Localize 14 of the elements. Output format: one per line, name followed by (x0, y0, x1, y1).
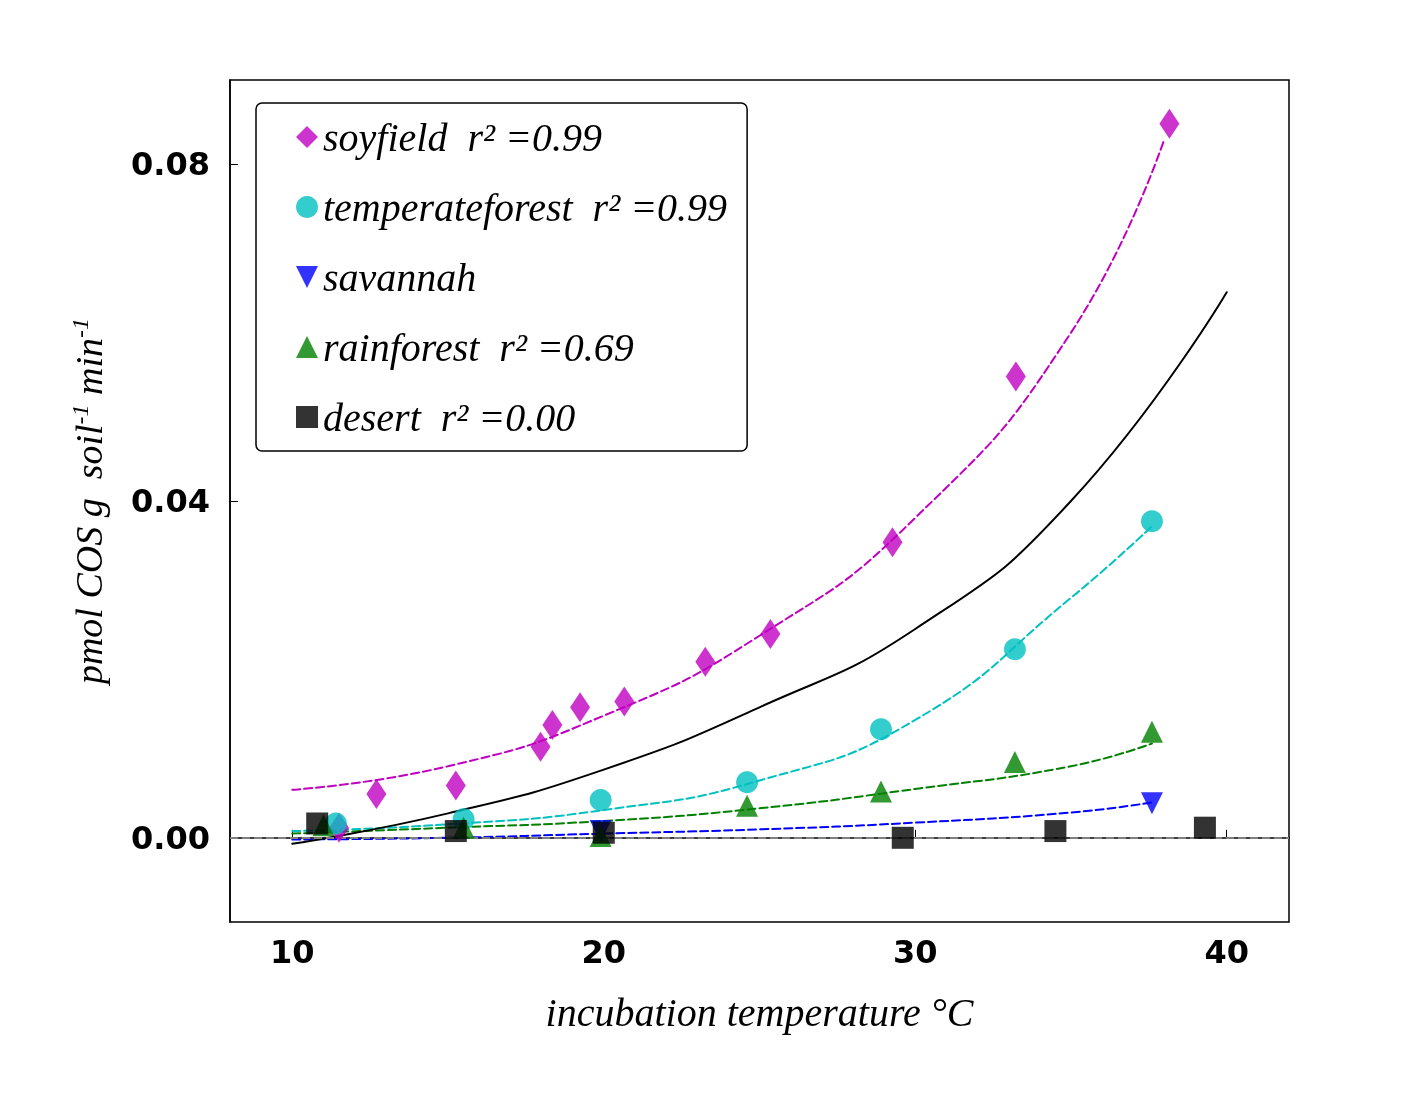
legend-label: temperateforest r² =0.99 (323, 184, 728, 230)
legend-label: soyfield r² =0.99 (323, 114, 602, 160)
x-tick-label: 30 (892, 933, 938, 971)
y-axis-title: pmol COS g soil-1 min-1 (67, 317, 110, 688)
legend-label: rainforest r² =0.69 (323, 324, 634, 370)
y-tick-label: 0.00 (131, 818, 210, 857)
legend-label: savannah (323, 254, 477, 300)
x-axis-title: incubation temperature °C (545, 989, 975, 1035)
x-tick-label: 40 (1204, 933, 1249, 971)
y-tick-label: 0.04 (131, 482, 210, 520)
x-tick-label: 10 (270, 933, 315, 971)
y-tick-label: 0.08 (131, 145, 210, 184)
legend-label: desert r² =0.00 (323, 394, 576, 440)
x-tick-label: 20 (581, 933, 627, 971)
